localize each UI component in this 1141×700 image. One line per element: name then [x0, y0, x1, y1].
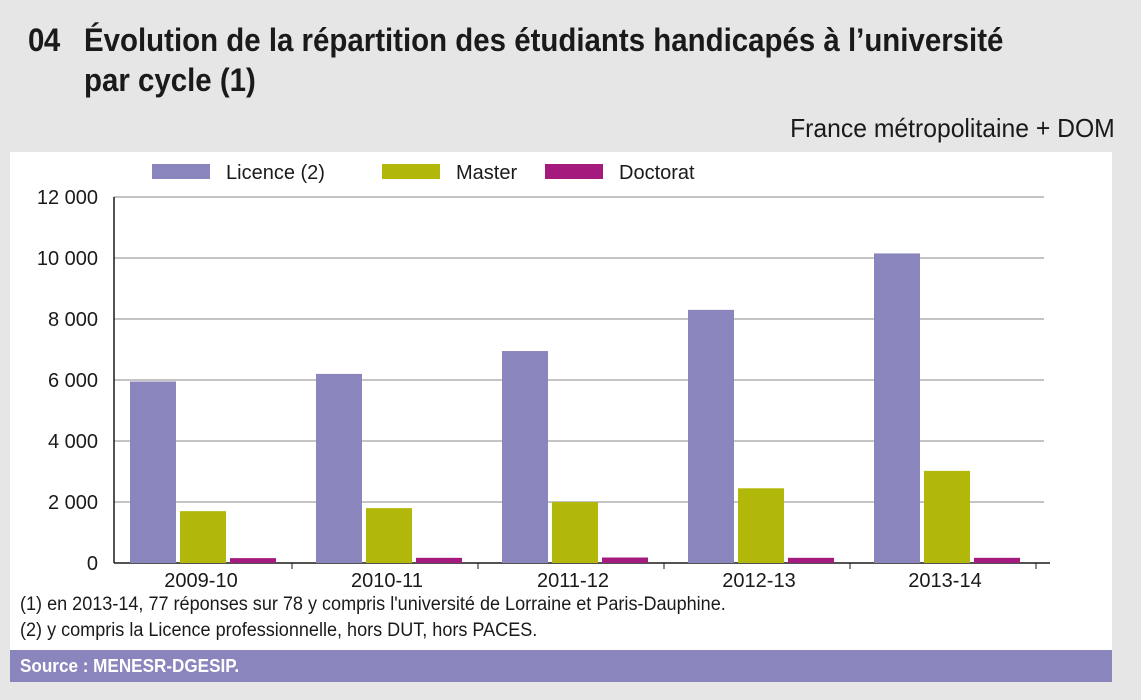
title-row-1: 04 Évolution de la répartition des étudi…	[28, 20, 1118, 60]
y-tick-label: 6 000	[48, 370, 98, 392]
x-tick-label: 2010-11	[351, 570, 423, 592]
bar-licence-2011-12	[502, 351, 548, 563]
bar-master-2013-14	[924, 470, 970, 563]
figure-number: 04	[28, 22, 60, 58]
source-text: Source : MENESR-DGESIP.	[20, 656, 240, 676]
legend-swatch-2	[545, 164, 603, 179]
figure-title-line-1: Évolution de la répartition des étudiant…	[84, 22, 1004, 58]
chart-panel: 0 2 000 4 000 6 000 8 000 10 000 12 000 2009-10…	[10, 152, 1112, 650]
geographic-scope: France métropolitaine + DOM	[790, 113, 1115, 143]
bar-master-2009-10	[180, 511, 226, 563]
bar-doctorat-2009-10	[230, 558, 276, 563]
x-tick-label: 2013-14	[908, 570, 981, 592]
y-tick-label: 0	[87, 553, 98, 575]
bar-chart: 0 2 000 4 000 6 000 8 000 10 000 12 000 2009-10…	[37, 162, 1050, 592]
legend-label-2: Doctorat	[619, 162, 695, 184]
bar-licence-2013-14	[874, 253, 920, 564]
y-tick-label: 2 000	[48, 492, 98, 514]
x-tick-label: 2011-12	[537, 570, 609, 592]
legend-swatch-0	[152, 164, 210, 179]
y-tick-label: 4 000	[48, 431, 98, 453]
figure-title-line-2: par cycle (1)	[84, 62, 256, 98]
legend-label-1: Master	[456, 162, 517, 184]
bar-licence-2012-13	[688, 309, 734, 563]
bar-master-2012-13	[738, 488, 784, 563]
title-block: 04 Évolution de la répartition des étudi…	[28, 20, 1118, 100]
y-tick-label: 12 000	[37, 187, 98, 209]
x-tick-label: 2012-13	[722, 570, 795, 592]
bar-licence-2009-10	[130, 381, 176, 563]
bar-master-2010-11	[366, 508, 412, 563]
bar-doctorat-2013-14	[974, 557, 1020, 563]
y-tick-label: 10 000	[37, 248, 98, 270]
footnote-1: (1) en 2013-14, 77 réponses sur 78 y com…	[20, 594, 726, 615]
bar-doctorat-2011-12	[602, 557, 648, 563]
bar-master-2011-12	[552, 502, 598, 563]
bar-doctorat-2010-11	[416, 557, 462, 563]
x-tick-label: 2009-10	[164, 570, 237, 592]
footnotes: (1) en 2013-14, 77 réponses sur 78 y com…	[20, 592, 726, 644]
bar-doctorat-2012-13	[788, 557, 834, 563]
legend-swatch-1	[382, 164, 440, 179]
legend-label-0: Licence (2)	[226, 162, 325, 184]
footnote-2: (2) y compris la Licence professionnelle…	[20, 620, 538, 641]
source-bar: Source : MENESR-DGESIP.	[10, 650, 1112, 682]
y-tick-label: 8 000	[48, 309, 98, 331]
bar-licence-2010-11	[316, 373, 362, 563]
title-row-2: par cycle (1)	[28, 60, 1118, 100]
